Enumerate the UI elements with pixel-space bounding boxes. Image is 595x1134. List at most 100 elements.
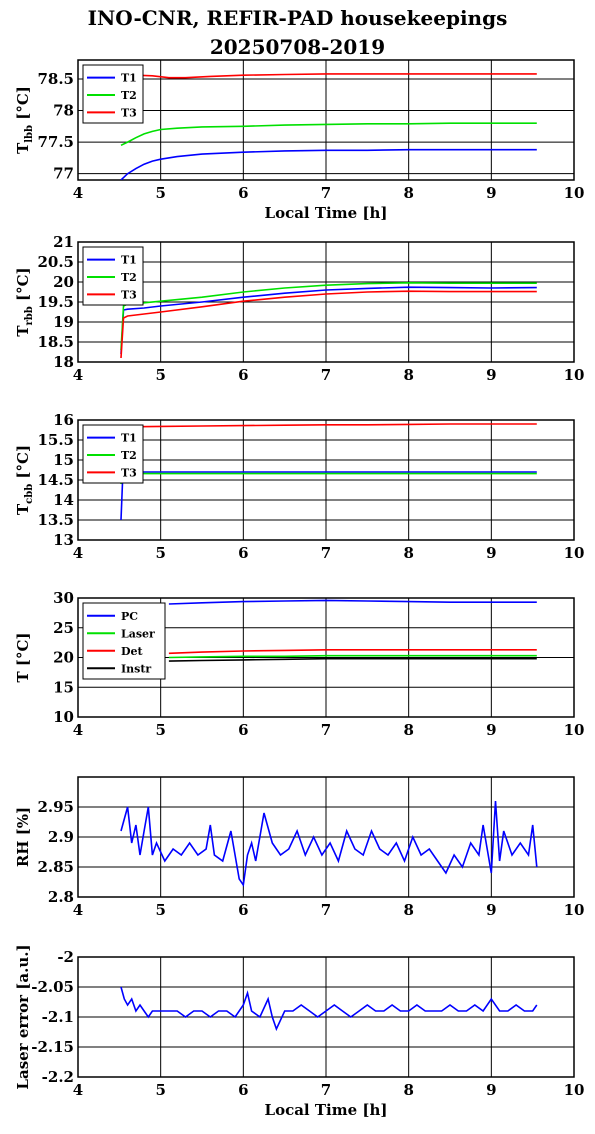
chart-6-frame [77, 956, 575, 1078]
chart-4-x-tick-label: 4 [73, 721, 83, 739]
chart-3-y-tick-label: 16 [53, 411, 74, 429]
chart-2-y-tick-label: 18 [53, 353, 74, 371]
chart-2-y-tick-label: 21 [53, 233, 74, 251]
chart-3-series-t1 [120, 471, 537, 521]
chart-3-y-tick-label: 15 [53, 451, 74, 469]
chart-4-legend-label: PC [121, 610, 138, 623]
chart-2-legend-label: T1 [121, 254, 137, 267]
chart-4-series-det [168, 648, 537, 655]
chart-5-x-tick-label: 8 [403, 901, 413, 919]
chart-3-y-tick-label: 13.5 [37, 511, 74, 529]
chart-4-y-tick-label: 30 [53, 589, 74, 607]
chart-5-series-line [120, 800, 538, 888]
chart-4-y-tick-label: 10 [53, 708, 74, 726]
chart-4-x-tick-label: 7 [321, 721, 331, 739]
chart-2-series-t2 [120, 281, 537, 351]
chart-3-x-tick-label: 8 [403, 544, 413, 562]
chart-3-frame [77, 419, 575, 541]
chart-3-x-tick-label: 6 [238, 544, 248, 562]
chart-2-y-tick-label: 19.5 [37, 293, 74, 311]
chart-4-series-pc [168, 599, 537, 605]
chart-1-xlabel: Local Time [h] [265, 204, 388, 222]
chart-1-legend-label: T2 [121, 89, 137, 102]
chart-5-y-tick-label: 2.8 [48, 888, 74, 906]
chart-6-ylabel: Laser error [a.u.] [14, 944, 32, 1089]
chart-1-legend-label: T3 [121, 106, 137, 119]
chart-1-series-t3 [120, 73, 537, 79]
chart-3-x-tick-label: 9 [486, 544, 496, 562]
chart-6-x-tick-label: 10 [564, 1081, 585, 1099]
chart-4-x-tick-label: 8 [403, 721, 413, 739]
chart-2-y-tick-label: 20 [53, 273, 74, 291]
chart-2-x-tick-label: 7 [321, 366, 331, 384]
chart-5-x-tick-label: 6 [238, 901, 248, 919]
chart-3-y-tick-label: 13 [53, 531, 74, 549]
chart-1-y-tick-label: 78 [53, 102, 74, 120]
chart-5-x-tick-label: 4 [73, 901, 83, 919]
chart-4-legend-label: Instr [121, 662, 151, 675]
chart-4-y-tick-label: 15 [53, 678, 74, 696]
chart-2-legend-label: T2 [121, 271, 137, 284]
chart-6-y-tick-label: -2.2 [42, 1068, 74, 1086]
chart-2-y-tick-label: 18.5 [37, 333, 74, 351]
chart-3-series-t3 [120, 423, 537, 428]
chart-2-series-t1 [120, 286, 537, 355]
chart-1-series-t2 [120, 122, 537, 147]
chart-4-x-tick-label: 5 [155, 721, 165, 739]
chart-4-legend-label: Det [121, 645, 144, 658]
chart-1-x-tick-label: 5 [155, 184, 165, 202]
chart-3-x-tick-label: 10 [564, 544, 585, 562]
chart-4-y-tick-label: 20 [53, 649, 74, 667]
chart-2-y-tick-label: 19 [53, 313, 74, 331]
chart-2-ylabel: Trbb [°C] [14, 267, 35, 336]
chart-5-x-tick-label: 10 [564, 901, 585, 919]
chart-1-x-tick-label: 6 [238, 184, 248, 202]
chart-6-x-tick-label: 4 [73, 1081, 83, 1099]
chart-5-y-tick-label: 2.9 [48, 828, 74, 846]
chart-2-x-tick-label: 6 [238, 366, 248, 384]
chart-5-ylabel: RH [%] [14, 807, 32, 867]
chart-4-legend-label: Laser [121, 627, 155, 640]
chart-4-series-instr [168, 657, 537, 662]
chart-4-x-tick-label: 10 [564, 721, 585, 739]
chart-3-series-t2 [120, 472, 537, 485]
chart-6-x-tick-label: 8 [403, 1081, 413, 1099]
chart-6-y-tick-label: -2.1 [42, 1008, 74, 1026]
chart-6-x-tick-label: 5 [155, 1081, 165, 1099]
chart-6-x-tick-label: 7 [321, 1081, 331, 1099]
chart-4-ylabel: T [°C] [14, 632, 32, 682]
chart-4-x-tick-label: 9 [486, 721, 496, 739]
chart-2-x-tick-label: 10 [564, 366, 585, 384]
chart-3-y-tick-label: 14 [53, 491, 74, 509]
chart-1-y-tick-label: 77.5 [37, 133, 74, 151]
chart-6-y-tick-label: -2 [57, 948, 74, 966]
chart-3-y-tick-label: 14.5 [37, 471, 74, 489]
chart-3-x-tick-label: 7 [321, 544, 331, 562]
chart-3-x-tick-label: 5 [155, 544, 165, 562]
chart-5-x-tick-label: 9 [486, 901, 496, 919]
chart-2-series-t3 [120, 290, 537, 359]
chart-title: INO-CNR, REFIR-PAD housekeepings 2025070… [0, 4, 595, 62]
chart-title-line-2: 20250708-2019 [209, 35, 386, 59]
chart-6-xlabel: Local Time [h] [265, 1101, 388, 1119]
chart-1-x-tick-label: 8 [403, 184, 413, 202]
chart-3-x-tick-label: 4 [73, 544, 83, 562]
chart-4-frame [77, 597, 575, 718]
chart-5-frame [77, 776, 575, 898]
chart-3-legend-label: T3 [121, 466, 137, 479]
chart-2-x-tick-label: 5 [155, 366, 165, 384]
chart-3-legend-label: T2 [121, 449, 137, 462]
chart-1-x-tick-label: 9 [486, 184, 496, 202]
chart-5-x-tick-label: 5 [155, 901, 165, 919]
chart-2-legend-label: T3 [121, 288, 137, 301]
chart-5-y-tick-label: 2.95 [37, 798, 74, 816]
chart-6-series-line [120, 986, 538, 1032]
chart-6-x-tick-label: 9 [486, 1081, 496, 1099]
chart-2-frame [77, 241, 575, 363]
chart-2-x-tick-label: 9 [486, 366, 496, 384]
chart-4-series-laser [168, 654, 537, 659]
chart-3-y-tick-label: 15.5 [37, 431, 74, 449]
chart-4-y-tick-label: 25 [53, 619, 74, 637]
chart-title-line-1: INO-CNR, REFIR-PAD housekeepings [87, 6, 508, 30]
